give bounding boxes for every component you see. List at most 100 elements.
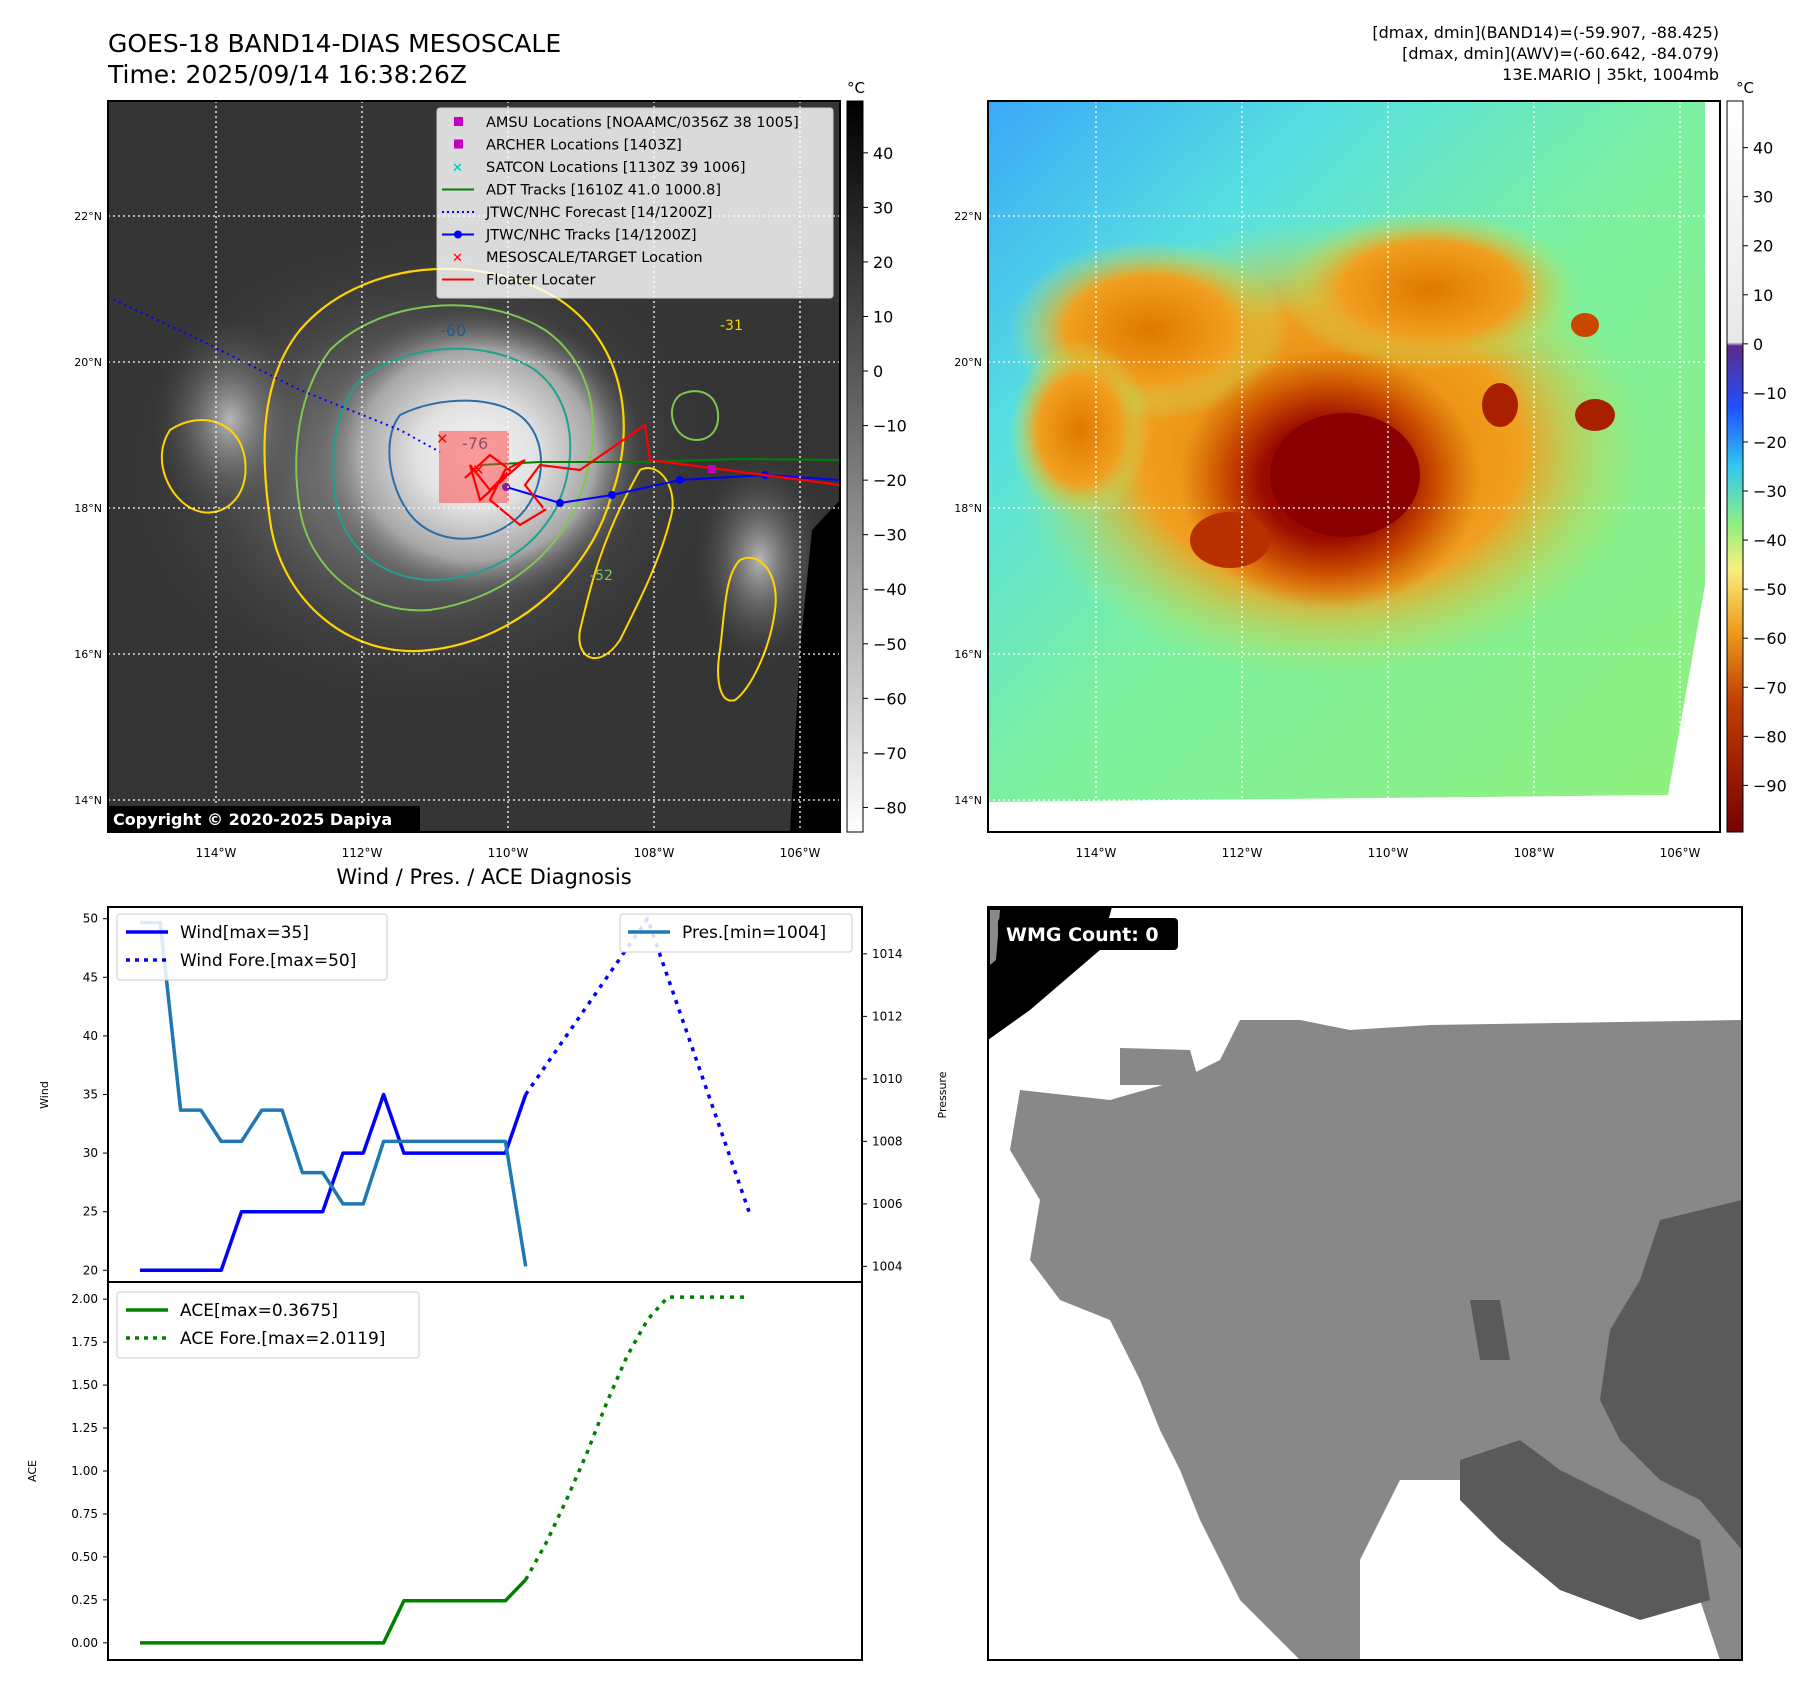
diagnosis-title: Wind / Pres. / ACE Diagnosis — [336, 865, 631, 889]
colorbar-tick-label: 20 — [873, 253, 893, 272]
legend-symbol — [454, 117, 463, 126]
colorbar-tick-label: −10 — [1753, 384, 1787, 403]
ace-tick-label: 1.50 — [71, 1378, 98, 1392]
wind-tick-label: 30 — [83, 1146, 98, 1160]
svg-text:114°W: 114°W — [1076, 846, 1117, 860]
colorbar-tick-label: −60 — [873, 689, 907, 708]
wind-axis-label: Wind — [38, 1081, 51, 1109]
ace-tick-label: 1.75 — [71, 1335, 98, 1349]
copyright-label: Copyright © 2020-2025 Dapiya — [113, 810, 392, 829]
contour-label: -60 — [440, 321, 466, 340]
ir-colorbar-unit: °C — [847, 79, 865, 97]
pressure-tick-label: 1014 — [872, 947, 903, 961]
legend-ace-forecast: ACE Fore.[max=2.0119] — [180, 1329, 385, 1349]
svg-text:112°W: 112°W — [342, 846, 383, 860]
colorbar-tick-label: 0 — [1753, 335, 1763, 354]
svg-text:14°N: 14°N — [74, 794, 102, 807]
legend-label: ARCHER Locations [1403Z] — [486, 138, 682, 154]
legend-item: Floater Locater — [442, 273, 595, 289]
legend-ace: ACE[max=0.3675] — [180, 1301, 338, 1321]
stats-line1: [dmax, dmin](BAND14)=(-59.907, -88.425) — [1372, 23, 1719, 42]
colorbar-tick-label: 40 — [1753, 139, 1773, 158]
wmg-count-badge: WMG Count: 0 — [1006, 924, 1159, 946]
awv-colorbar-unit: °C — [1736, 79, 1754, 97]
wind-legend: Wind[max=35] Wind Fore.[max=50] — [116, 913, 388, 981]
svg-text:106°W: 106°W — [1660, 846, 1701, 860]
svg-text:114°W: 114°W — [196, 846, 237, 860]
awv-gridlines — [988, 101, 1720, 832]
ace-tick-label: 0.00 — [71, 1636, 98, 1650]
svg-text:20°N: 20°N — [74, 356, 102, 369]
stats-line2: [dmax, dmin](AWV)=(-60.642, -84.079) — [1402, 44, 1719, 63]
wind-pressure-series — [140, 916, 751, 1273]
colorbar-tick-label: −90 — [1753, 776, 1787, 795]
ir-imagery: -60 -76 -31 -52 ✕ ✕ — [108, 230, 840, 832]
wind-tick-label: 35 — [83, 1088, 98, 1102]
pressure-axis-label: Pressure — [936, 1071, 949, 1118]
ace-tick-label: 1.25 — [71, 1421, 98, 1435]
diagnosis-chart: Wind / Pres. / ACE Diagnosis Wind Pressu… — [26, 865, 949, 1661]
ace-tick-label: 0.50 — [71, 1550, 98, 1564]
legend-item: ARCHER Locations [1403Z] — [454, 138, 682, 154]
legend-label: AMSU Locations [NOAAMC/0356Z 38 1005] — [486, 115, 799, 131]
pressure-tick-label: 1004 — [872, 1259, 903, 1273]
colorbar-tick-label: 10 — [873, 307, 893, 326]
stats-line3: 13E.MARIO | 35kt, 1004mb — [1502, 65, 1719, 84]
colorbar-tick-label: −10 — [873, 417, 907, 436]
series-line — [524, 916, 751, 1213]
colorbar-tick-label: 0 — [873, 362, 883, 381]
colorbar-tick-label: −50 — [1753, 580, 1787, 599]
storm-stats: [dmax, dmin](BAND14)=(-59.907, -88.425) … — [1372, 22, 1719, 85]
series-line — [140, 1578, 527, 1645]
series-line — [140, 1092, 528, 1273]
colorbar-tick-label: −20 — [1753, 433, 1787, 452]
legend-pressure: Pres.[min=1004] — [682, 923, 826, 943]
svg-text:112°W: 112°W — [1222, 846, 1263, 860]
ace-tick-label: 0.75 — [71, 1507, 98, 1521]
awv-lon-labels: 114°W 112°W 110°W 108°W 106°W — [1076, 846, 1701, 860]
colorbar-tick-label: −60 — [1753, 629, 1787, 648]
colorbar-tick-label: −20 — [873, 471, 907, 490]
pressure-tick-label: 1012 — [872, 1009, 903, 1023]
mesoscale-target-marker: ✕ — [436, 430, 449, 448]
series-line — [524, 1295, 749, 1581]
ir-colorbar-ticks: 40 30 20 10 0 −10 −20 −30 −40 −50 −60 −70 −80 — [863, 144, 907, 817]
svg-text:110°W: 110°W — [488, 846, 529, 860]
wmg-dark-region — [1600, 1200, 1742, 1550]
awv-colorbar-ticks: 40 30 20 10 0 −10 −20 −30 −40 −50 −60 −70 −80 −90 — [1743, 139, 1787, 795]
svg-text:18°N: 18°N — [74, 502, 102, 515]
wind-tick-label: 25 — [83, 1205, 98, 1219]
legend-label: JTWC/NHC Tracks [14/1200Z] — [485, 228, 697, 244]
contour-label: -52 — [590, 568, 613, 584]
awv-frame — [987, 100, 1721, 833]
svg-text:✕: ✕ — [472, 461, 485, 479]
ace-yticks: 0.00 0.25 0.50 0.75 1.00 1.25 1.50 1.75 2.00 — [71, 1292, 108, 1650]
colorbar-tick-label: 10 — [1753, 286, 1773, 305]
ir-legend: AMSU Locations [NOAAMC/0356Z 38 1005] ARC… — [436, 107, 834, 299]
legend-label: Floater Locater — [486, 273, 595, 289]
svg-text:16°N: 16°N — [954, 648, 982, 661]
ir-frame — [107, 100, 841, 833]
wmg-panel: WMG Count: 0 — [987, 906, 1743, 1661]
pressure-legend: Pres.[min=1004] — [619, 913, 853, 953]
ir-nodata-edge — [790, 500, 840, 832]
pressure-yticks: 1004 1006 1008 1010 1012 1014 — [862, 947, 903, 1273]
ace-series — [140, 1295, 749, 1645]
wind-tick-label: 45 — [83, 970, 98, 984]
colorbar-tick-label: −70 — [873, 744, 907, 763]
ace-axis-label: ACE — [26, 1460, 39, 1482]
awv-lat-labels: 22°N 20°N 18°N 16°N 14°N — [954, 210, 982, 807]
series-line — [140, 920, 528, 1267]
ace-tick-label: 0.25 — [71, 1593, 98, 1607]
svg-text:16°N: 16°N — [74, 648, 102, 661]
legend-label: SATCON Locations [1130Z 39 1006] — [486, 160, 745, 176]
colorbar-tick-label: −40 — [873, 580, 907, 599]
legend-symbol: ✕ — [452, 251, 463, 266]
colorbar-tick-label: −70 — [1753, 678, 1787, 697]
legend-item: ✕ SATCON Locations [1130Z 39 1006] — [452, 160, 745, 176]
colorbar-tick-label: −50 — [873, 635, 907, 654]
colorbar-tick-label: −30 — [1753, 482, 1787, 501]
ace-tick-label: 2.00 — [71, 1292, 98, 1306]
legend-symbol: ✕ — [452, 161, 463, 176]
